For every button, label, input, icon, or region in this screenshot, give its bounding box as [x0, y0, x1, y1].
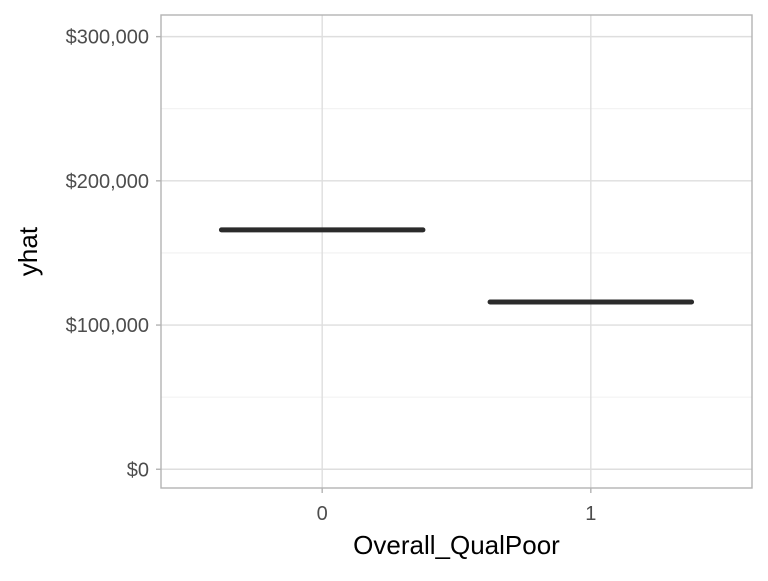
x-tick-label: 0: [317, 503, 328, 525]
axis-layer: $0 $100,000 $200,000 $300,000 0 1: [66, 27, 597, 525]
y-tick-label: $100,000: [66, 315, 149, 337]
y-tick-label: $300,000: [66, 27, 149, 49]
x-axis-title: Overall_QualPoor: [353, 530, 560, 560]
y-tick-label: $200,000: [66, 171, 149, 193]
y-tick-label: $0: [127, 459, 149, 481]
grid-layer: [161, 15, 752, 488]
plot-panel-border: [160, 14, 753, 489]
data-layer: [218, 227, 695, 305]
y-axis-title: yhat: [13, 226, 43, 276]
x-tick-label: 1: [585, 503, 596, 525]
